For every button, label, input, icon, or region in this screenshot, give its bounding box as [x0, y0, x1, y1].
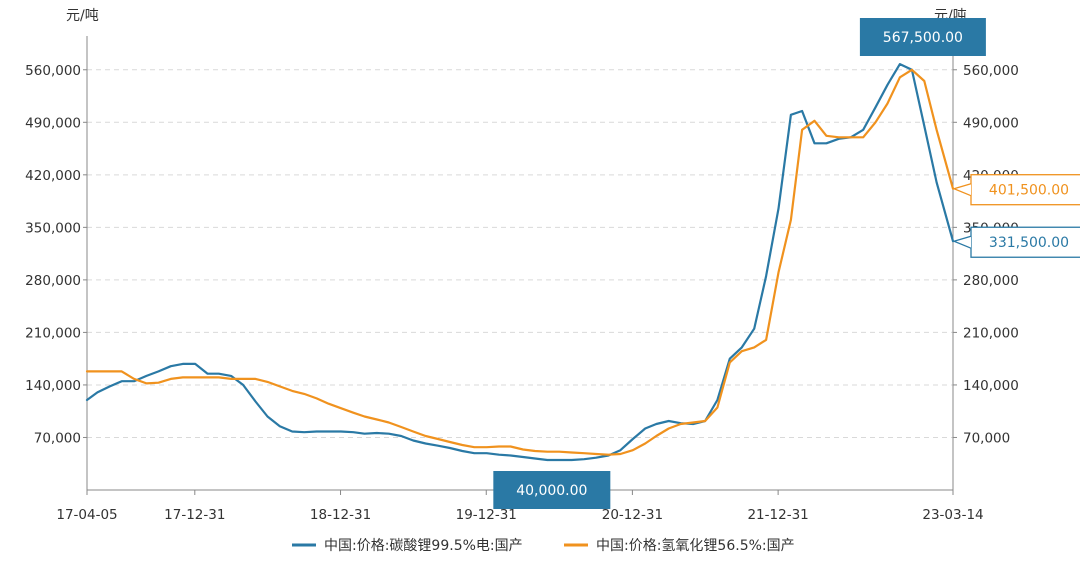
y-tick-label-left: 140,000 [25, 378, 81, 394]
y-tick-label-right: 210,000 [963, 325, 1019, 341]
series-lines [85, 62, 955, 462]
flag-box [970, 226, 1080, 258]
y-axis-unit-left: 元/吨 [66, 8, 99, 24]
flag-box [859, 18, 986, 56]
y-tick-label-right: 70,000 [963, 430, 1010, 446]
grid-lines [87, 69, 953, 438]
value-flag-2: 40,000.00 [493, 471, 611, 509]
y-tick-label-right: 490,000 [963, 115, 1019, 131]
y-tick-label-left: 210,000 [25, 325, 81, 341]
x-tick-label: 17-04-05 [56, 507, 117, 523]
x-tick-label: 18-12-31 [310, 507, 371, 523]
flag-box [493, 471, 611, 509]
value-flag-4: 331,500.00 [952, 226, 1080, 258]
flag-label: 40,000.00 [516, 483, 587, 499]
value-flag-3: 401,500.00 [952, 174, 1080, 206]
value-flag-1: 567,500.00 [859, 18, 986, 56]
x-tick-label: 19-12-31 [456, 507, 517, 523]
flag-label: 567,500.00 [883, 30, 963, 46]
legend: 中国:价格:碳酸锂99.5%电:国产 中国:价格:氢氧化锂56.5%:国产 [292, 538, 795, 554]
series-line-2 [85, 68, 955, 456]
x-tick-label: 21-12-31 [747, 507, 808, 523]
legend-item-1: 中国:价格:碳酸锂99.5%电:国产 [324, 538, 523, 554]
y-tick-label-left: 280,000 [25, 273, 81, 289]
y-tick-label-right: 280,000 [963, 273, 1019, 289]
flag-box [970, 174, 1080, 206]
y-tick-label-left: 420,000 [25, 168, 81, 184]
y-tick-label-left: 350,000 [25, 220, 81, 236]
x-tick-label: 23-03-14 [922, 507, 983, 523]
flag-pointer [952, 235, 972, 249]
flag-label: 401,500.00 [989, 183, 1069, 199]
series-line-1 [85, 62, 955, 462]
x-tick-label: 17-12-31 [164, 507, 225, 523]
y-tick-label-left: 490,000 [25, 115, 81, 131]
legend-item-2: 中国:价格:氢氧化锂56.5%:国产 [596, 538, 795, 554]
x-tick-label: 20-12-31 [602, 507, 663, 523]
value-flags: 567,500.00 40,000.00 401,500.00 331,500.00 [493, 18, 1080, 509]
flag-label: 331,500.00 [989, 235, 1069, 251]
y-tick-label-left: 70,000 [34, 430, 81, 446]
y-tick-label-right: 140,000 [963, 378, 1019, 394]
y-tick-label-right: 560,000 [963, 63, 1019, 79]
y-tick-label-left: 560,000 [25, 63, 81, 79]
flag-pointer [952, 183, 972, 197]
